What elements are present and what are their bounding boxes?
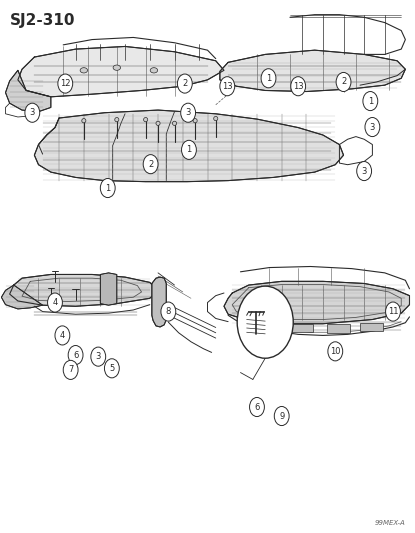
Text: 4: 4 xyxy=(60,331,65,340)
Text: 9: 9 xyxy=(279,411,284,421)
Circle shape xyxy=(363,92,378,111)
Circle shape xyxy=(181,103,195,122)
Text: 13: 13 xyxy=(222,82,232,91)
Ellipse shape xyxy=(80,68,88,73)
Polygon shape xyxy=(10,274,158,306)
Bar xyxy=(257,321,280,330)
Circle shape xyxy=(91,347,106,366)
Circle shape xyxy=(55,326,70,345)
Ellipse shape xyxy=(82,118,86,123)
Text: 10: 10 xyxy=(330,347,341,356)
Ellipse shape xyxy=(173,121,177,125)
Circle shape xyxy=(100,179,115,198)
Polygon shape xyxy=(220,50,405,92)
Circle shape xyxy=(181,140,196,159)
Text: 3: 3 xyxy=(29,108,35,117)
Ellipse shape xyxy=(115,117,119,122)
Circle shape xyxy=(237,286,293,358)
Text: 13: 13 xyxy=(293,82,303,91)
Circle shape xyxy=(58,74,73,93)
Text: 1: 1 xyxy=(368,96,373,106)
Polygon shape xyxy=(5,70,51,112)
Text: 3: 3 xyxy=(370,123,375,132)
Circle shape xyxy=(177,74,192,93)
Circle shape xyxy=(274,407,289,425)
Text: 99MEX-A: 99MEX-A xyxy=(375,520,405,526)
Circle shape xyxy=(220,77,235,96)
Circle shape xyxy=(248,308,258,320)
Polygon shape xyxy=(34,110,344,182)
Circle shape xyxy=(386,302,400,321)
Text: 1: 1 xyxy=(105,183,110,192)
Text: SJ2-310: SJ2-310 xyxy=(10,13,75,28)
Circle shape xyxy=(161,302,176,321)
Circle shape xyxy=(336,72,351,92)
Circle shape xyxy=(25,103,40,122)
Ellipse shape xyxy=(144,117,148,122)
Text: 8: 8 xyxy=(166,307,171,316)
Text: 2: 2 xyxy=(341,77,346,86)
Text: 1: 1 xyxy=(186,146,192,155)
Text: 4: 4 xyxy=(52,298,58,307)
Text: 3: 3 xyxy=(361,166,367,175)
Text: 3: 3 xyxy=(95,352,101,361)
Polygon shape xyxy=(224,281,410,324)
Text: 2: 2 xyxy=(148,160,153,168)
Ellipse shape xyxy=(113,65,120,70)
Ellipse shape xyxy=(214,116,218,120)
Circle shape xyxy=(105,359,119,378)
Text: 2: 2 xyxy=(182,79,188,88)
Text: 3: 3 xyxy=(186,108,191,117)
Circle shape xyxy=(365,117,380,136)
Circle shape xyxy=(357,161,371,181)
Circle shape xyxy=(249,398,264,417)
Circle shape xyxy=(143,155,158,174)
Circle shape xyxy=(68,345,83,365)
Text: 1: 1 xyxy=(266,74,271,83)
Text: 6: 6 xyxy=(73,351,78,360)
Circle shape xyxy=(63,360,78,379)
Bar xyxy=(290,324,312,332)
Ellipse shape xyxy=(150,68,158,73)
Circle shape xyxy=(261,69,276,88)
Text: 12: 12 xyxy=(60,79,71,88)
Circle shape xyxy=(291,77,305,96)
Bar xyxy=(360,322,383,331)
Ellipse shape xyxy=(156,121,160,125)
Polygon shape xyxy=(152,277,166,327)
Ellipse shape xyxy=(193,118,197,123)
Text: 5: 5 xyxy=(109,364,115,373)
Text: 7: 7 xyxy=(68,366,73,374)
Bar xyxy=(327,324,350,333)
Text: 6: 6 xyxy=(254,402,260,411)
Circle shape xyxy=(48,293,62,312)
Polygon shape xyxy=(1,285,43,309)
Text: 11: 11 xyxy=(388,307,398,316)
Polygon shape xyxy=(18,46,224,97)
Polygon shape xyxy=(100,273,117,305)
Circle shape xyxy=(328,342,343,361)
